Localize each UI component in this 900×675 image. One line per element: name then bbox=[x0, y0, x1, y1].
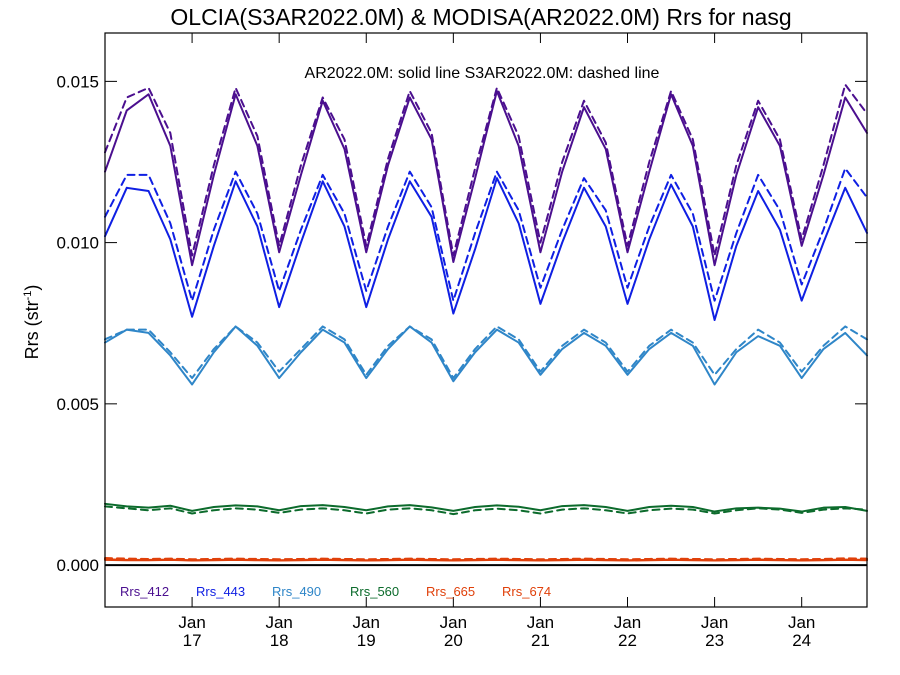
x-tick-month-label: Jan bbox=[701, 613, 728, 632]
x-tick-month-label: Jan bbox=[265, 613, 292, 632]
legend-entry: Rrs_490 bbox=[272, 584, 321, 599]
series-line-rrs-674-dashed bbox=[104, 557, 868, 561]
series-line-rrs-490-dashed bbox=[104, 325, 868, 380]
series-line-rrs-560-dashed bbox=[104, 505, 868, 516]
legend-entry: Rrs_674 bbox=[502, 584, 551, 599]
x-tick-year-label: 17 bbox=[183, 631, 202, 650]
series-line-rrs-560-solid bbox=[104, 502, 868, 513]
x-tick-month-label: Jan bbox=[614, 613, 641, 632]
y-tick-label: 0.005 bbox=[56, 395, 99, 414]
plot-frame bbox=[104, 32, 868, 608]
x-tick-year-label: 20 bbox=[444, 631, 463, 650]
x-tick-month-label: Jan bbox=[527, 613, 554, 632]
chart-title: OLCIA(S3AR2022.0M) & MODISA(AR2022.0M) R… bbox=[170, 4, 791, 30]
x-tick-year-label: 18 bbox=[270, 631, 289, 650]
x-tick-month-label: Jan bbox=[788, 613, 815, 632]
y-axis-label-sup: -1 bbox=[22, 291, 34, 301]
series-line-rrs-412-dashed bbox=[104, 83, 868, 257]
plot-area bbox=[104, 83, 868, 567]
x-tick-month-label: Jan bbox=[178, 613, 205, 632]
x-tick-year-label: 23 bbox=[705, 631, 724, 650]
y-axis-label-close: ) bbox=[22, 285, 42, 291]
legend-entry: Rrs_665 bbox=[426, 584, 475, 599]
series-line-rrs-443-dashed bbox=[104, 167, 868, 302]
y-tick-label: 0.015 bbox=[56, 72, 99, 91]
x-tick-year-label: 22 bbox=[618, 631, 637, 650]
y-axis-label: Rrs (str-1) bbox=[22, 285, 42, 360]
series-line-rrs-443-solid bbox=[104, 177, 868, 321]
legend-entry: Rrs_560 bbox=[350, 584, 399, 599]
y-axis-label-main: Rrs (str bbox=[22, 300, 42, 359]
x-tick-year-label: 21 bbox=[531, 631, 550, 650]
legend-entry: Rrs_412 bbox=[120, 584, 169, 599]
x-tick-year-label: 24 bbox=[792, 631, 811, 650]
legend-entry: Rrs_443 bbox=[196, 584, 245, 599]
line-style-note: AR2022.0M: solid line S3AR2022.0M: dashe… bbox=[305, 65, 660, 82]
series-line-rrs-412-solid bbox=[104, 90, 868, 267]
y-tick-label: 0.000 bbox=[56, 556, 99, 575]
x-tick-year-label: 19 bbox=[357, 631, 376, 650]
x-tick-month-label: Jan bbox=[440, 613, 467, 632]
x-tick-month-label: Jan bbox=[353, 613, 380, 632]
y-tick-label: 0.010 bbox=[56, 234, 99, 253]
